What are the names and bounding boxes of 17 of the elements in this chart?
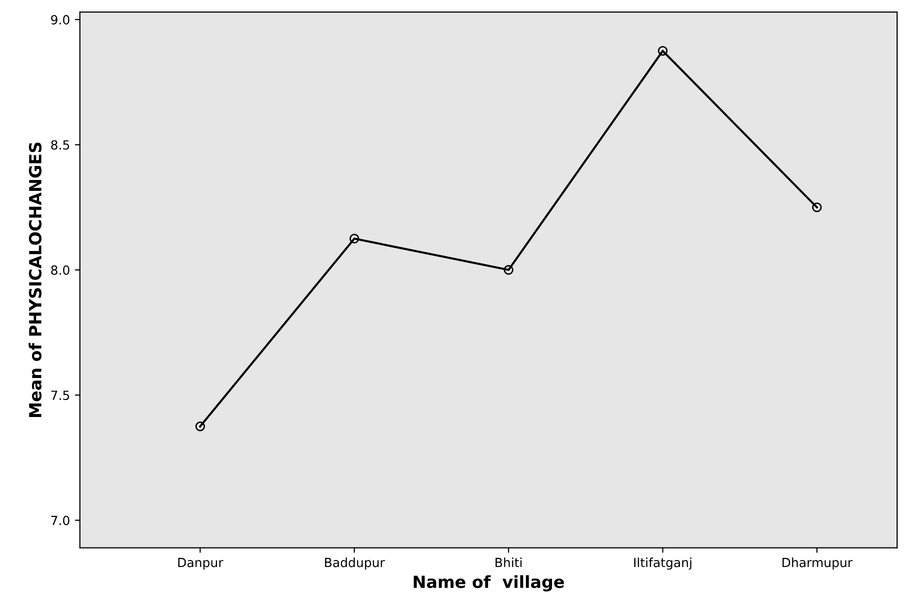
y-axis-title: Mean of PHYSICALOCHANGES	[28, 142, 42, 417]
x-tick-label: Dharmupur	[782, 558, 853, 570]
point	[812, 202, 822, 212]
point	[658, 46, 668, 56]
y-tick-label: 7.5	[51, 390, 70, 400]
x-axis-title: Name of village	[414, 575, 564, 592]
x-tick-label: Danpur	[178, 558, 224, 570]
x-tick-label: Bhiti	[496, 558, 522, 568]
y-tick-label: 9.0	[51, 15, 70, 24]
y-tick-label: 7.0	[51, 516, 70, 526]
x-tick-label: Iltifatganj	[634, 558, 692, 570]
point	[195, 422, 206, 432]
point	[504, 265, 514, 275]
y-tick-label: 8.5	[51, 140, 70, 150]
point	[350, 234, 360, 244]
x-tick-label: Baddupur	[325, 558, 385, 570]
y-tick-label: 8.0	[51, 265, 70, 275]
